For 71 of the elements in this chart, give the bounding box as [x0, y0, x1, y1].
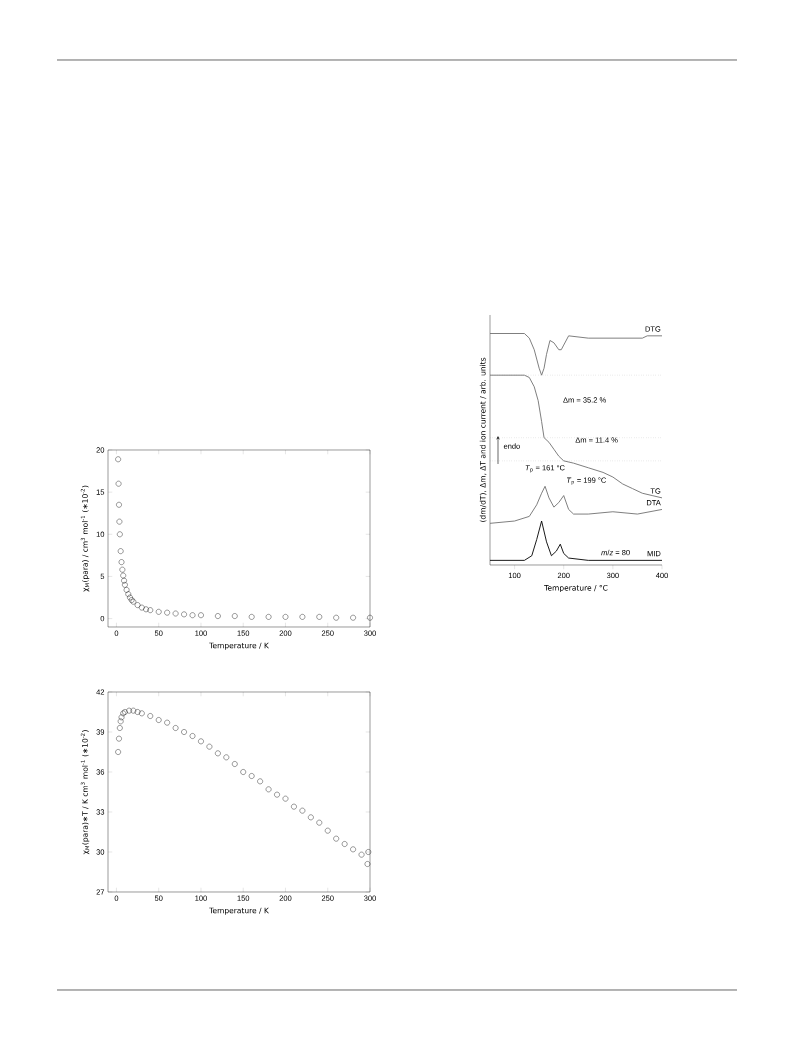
point — [350, 614, 356, 621]
point — [127, 594, 133, 601]
point — [291, 803, 297, 810]
point — [240, 769, 247, 775]
point — [189, 612, 196, 618]
point — [120, 572, 127, 579]
point — [121, 577, 127, 584]
point — [364, 861, 371, 867]
point — [147, 713, 154, 719]
point — [117, 718, 124, 725]
point — [282, 795, 289, 802]
point — [117, 725, 123, 731]
point — [181, 729, 187, 735]
point — [115, 480, 122, 487]
point — [125, 591, 132, 597]
point — [164, 609, 170, 616]
point — [333, 614, 339, 621]
point — [198, 612, 204, 618]
point — [123, 587, 130, 593]
point — [126, 707, 132, 714]
point — [117, 531, 123, 538]
point — [116, 518, 123, 525]
point — [172, 610, 179, 617]
point — [139, 604, 145, 611]
point — [155, 609, 162, 615]
point — [265, 786, 272, 793]
point — [143, 606, 149, 613]
point — [316, 614, 323, 620]
point — [215, 750, 221, 757]
point — [172, 725, 179, 731]
point — [231, 761, 238, 767]
point — [116, 735, 122, 742]
point — [155, 717, 162, 723]
point — [223, 754, 230, 761]
point — [134, 602, 141, 608]
point — [181, 611, 187, 618]
point — [134, 709, 141, 715]
point — [164, 719, 170, 726]
point — [257, 778, 263, 785]
point — [367, 614, 373, 621]
point — [265, 614, 272, 620]
point — [274, 791, 280, 798]
point — [115, 456, 121, 463]
point — [117, 548, 124, 554]
point — [365, 849, 372, 855]
point — [115, 749, 121, 755]
point — [341, 841, 348, 847]
point — [118, 559, 125, 565]
point — [358, 851, 365, 858]
point — [308, 814, 314, 821]
point — [231, 613, 238, 619]
point — [147, 607, 154, 613]
point — [316, 819, 323, 826]
point — [119, 566, 126, 573]
point — [206, 743, 213, 750]
point — [118, 714, 125, 721]
point — [189, 733, 196, 739]
point — [122, 582, 128, 588]
point — [299, 614, 306, 620]
point — [333, 835, 339, 842]
point — [282, 614, 289, 620]
point — [350, 846, 356, 853]
point — [130, 707, 137, 714]
point — [248, 773, 255, 779]
point — [324, 827, 331, 834]
point — [299, 807, 306, 814]
point — [198, 738, 204, 745]
point — [248, 614, 255, 620]
point — [215, 613, 221, 619]
point — [116, 501, 122, 508]
point — [139, 710, 145, 717]
